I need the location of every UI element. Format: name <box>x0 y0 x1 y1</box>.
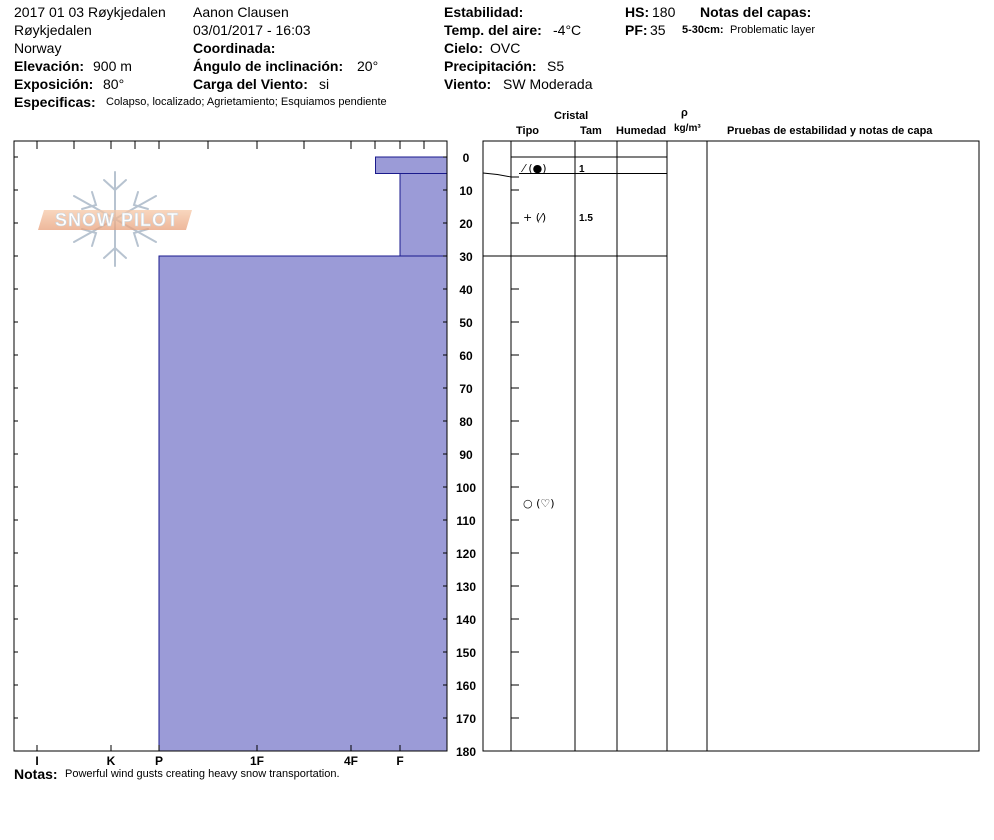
hardness-bar-2 <box>399 173 448 257</box>
windload-label: Carga del Viento: <box>193 76 308 92</box>
y-tick-label-180: 180 <box>456 745 476 759</box>
hs-label: HS: <box>625 4 650 20</box>
slope-value: 20° <box>357 58 379 74</box>
notes-text: Powerful wind gusts creating heavy snow … <box>65 768 340 780</box>
y-tick-label-80: 80 <box>459 415 473 429</box>
elevation-value: 900 m <box>93 58 132 74</box>
hs-value: 180 <box>652 4 676 20</box>
country: Norway <box>14 40 62 56</box>
x-tick-label-1F: 1F <box>250 754 264 768</box>
y-tick-label-10: 10 <box>459 184 473 198</box>
airtemp-label: Temp. del aire: <box>444 22 542 38</box>
layer-size-1: 1 <box>579 164 585 175</box>
tests-header: Pruebas de estabilidad y notas de capa <box>727 125 933 137</box>
x-tick-label-F: F <box>396 754 403 768</box>
airtemp-value: -4°C <box>553 22 582 38</box>
notes-label: Notas: <box>14 766 58 782</box>
aspect-label: Exposición: <box>14 76 94 92</box>
precip-value: S5 <box>547 58 565 74</box>
x-tick-label-4F: 4F <box>344 754 358 768</box>
y-tick-label-110: 110 <box>456 514 476 528</box>
x-tick-label-I: I <box>35 754 38 768</box>
sky-label: Cielo: <box>444 40 483 56</box>
specifics-value: Colapso, localizado; Agrietamiento; Esqu… <box>106 96 387 108</box>
layer-size-2: 1.5 <box>579 213 593 224</box>
y-tick-label-150: 150 <box>456 646 476 660</box>
hardness-bar-1 <box>375 156 448 174</box>
datetime: 03/01/2017 - 16:03 <box>193 22 311 38</box>
y-tick-label-70: 70 <box>459 382 473 396</box>
date-location: 2017 01 03 Røykjedalen <box>14 4 166 20</box>
size-header: Tam <box>580 125 602 137</box>
wind-label: Viento: <box>444 76 492 92</box>
y-tick-label-30: 30 <box>459 250 473 264</box>
slope-label: Ángulo de inclinación: <box>193 58 344 74</box>
layer-crystal-type-2: + (⁄) <box>523 211 546 224</box>
layer-notes-range: 5-30cm: <box>682 24 724 36</box>
sky-value: OVC <box>490 40 521 56</box>
layer-table-frame <box>482 140 980 752</box>
layer-crystal-type-3: ○ (♡) <box>523 497 555 510</box>
y-tick-label-140: 140 <box>456 613 476 627</box>
location-name: Røykjedalen <box>14 22 92 38</box>
density-unit-header: kg/m³ <box>674 123 701 134</box>
precip-label: Precipitación: <box>444 58 537 74</box>
type-header: Tipo <box>516 125 540 137</box>
pf-label: PF: <box>625 22 648 38</box>
x-tick-label-P: P <box>155 754 163 768</box>
layer-crystal-type-1: ⁄ (●) <box>520 162 547 175</box>
windload-value: si <box>319 76 330 92</box>
crystal-header: Cristal <box>554 110 589 122</box>
y-tick-label-60: 60 <box>459 349 473 363</box>
observer: Aanon Clausen <box>193 4 289 20</box>
coordinate-label: Coordinada: <box>193 40 276 56</box>
x-tick-label-K: K <box>107 754 116 768</box>
y-tick-label-0: 0 <box>463 151 470 165</box>
stability-label: Estabilidad: <box>444 4 524 20</box>
elevation-label: Elevación: <box>14 58 85 74</box>
hardness-bar-3 <box>158 255 448 752</box>
y-tick-label-100: 100 <box>456 481 476 495</box>
y-tick-label-20: 20 <box>459 217 473 231</box>
y-tick-label-50: 50 <box>459 316 473 330</box>
moisture-header: Humedad <box>616 125 667 137</box>
layer-notes-label: Notas del capas: <box>700 4 812 20</box>
logo-text: SNOW PILOT <box>55 210 179 230</box>
pf-value: 35 <box>650 22 666 38</box>
y-tick-label-160: 160 <box>456 679 476 693</box>
y-tick-label-90: 90 <box>459 448 473 462</box>
chart-frame <box>13 140 448 752</box>
y-tick-label-130: 130 <box>456 580 476 594</box>
layer-notes-text: Problematic layer <box>730 24 815 36</box>
y-tick-label-120: 120 <box>456 547 476 561</box>
y-tick-label-40: 40 <box>459 283 473 297</box>
rho-header: ρ <box>681 107 688 119</box>
specifics-label: Especificas: <box>14 94 96 110</box>
snow-pilot-logo: SNOW PILOT <box>38 210 192 230</box>
layer-connector-5 <box>482 172 519 178</box>
aspect-value: 80° <box>103 76 125 92</box>
y-tick-label-170: 170 <box>456 712 476 726</box>
wind-value: SW Moderada <box>503 76 593 92</box>
